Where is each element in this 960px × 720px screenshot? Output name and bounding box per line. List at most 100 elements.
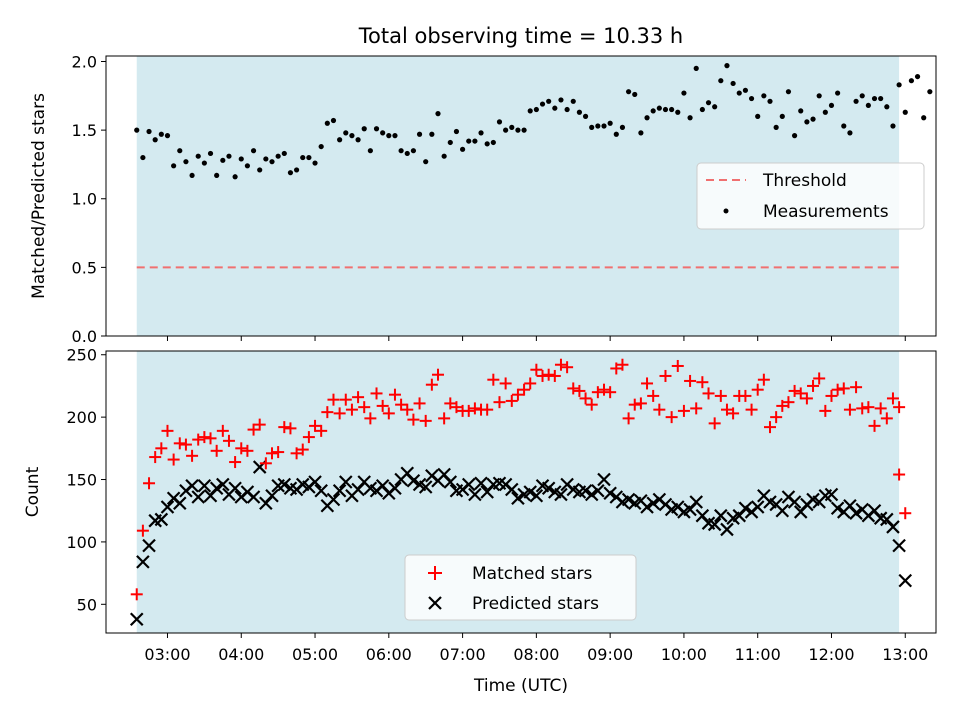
matched-star-point <box>432 368 444 381</box>
matched-star-point <box>880 412 893 425</box>
measurement-point <box>773 124 779 130</box>
matched-star-point <box>591 386 604 399</box>
measurement-point <box>367 148 373 154</box>
matched-star-point <box>714 389 727 402</box>
matched-star-point <box>757 373 770 386</box>
predicted-star-point <box>830 501 845 515</box>
matched-star-point <box>604 386 617 399</box>
measurement-point <box>164 133 171 139</box>
matched-star-point <box>198 431 211 444</box>
measurement-point <box>373 126 380 132</box>
matched-star-point <box>837 382 850 395</box>
predicted-star-point <box>308 475 322 489</box>
measurement-point <box>478 130 484 136</box>
bottom-legend-box <box>404 554 637 621</box>
measurement-point <box>835 90 841 96</box>
measurement-point <box>878 95 884 102</box>
measurement-point <box>527 108 533 114</box>
predicted-star-point <box>504 482 519 497</box>
measurement-point <box>410 148 417 154</box>
measurement-point <box>361 126 367 132</box>
measurement-point <box>318 143 324 150</box>
matched-star-point <box>868 419 881 432</box>
bottom-x-tick-label: 11:00 <box>735 645 781 664</box>
predicted-star-point <box>511 491 525 506</box>
matched-star-point <box>856 402 869 415</box>
top-panel: Total observing time = 10.33 h 0.0 0.5 1.0… <box>29 24 937 346</box>
matched-star-point <box>136 524 149 537</box>
matched-star-point <box>425 378 438 391</box>
matched-star-point <box>548 369 561 382</box>
predicted-star-point <box>461 477 476 492</box>
matched-star-point <box>770 411 783 424</box>
measurement-point <box>349 133 355 139</box>
matched-star-point <box>487 373 500 386</box>
matched-star-point <box>167 453 180 466</box>
matched-star-point <box>370 387 383 400</box>
measurement-point <box>847 130 853 136</box>
measurement-point <box>625 89 632 95</box>
matched-star-point <box>315 424 328 437</box>
measurement-point <box>330 117 337 124</box>
matched-star-point <box>708 417 721 430</box>
top-y-axis-label: Matched/Predicted stars <box>29 93 49 299</box>
measurement-point <box>853 98 859 104</box>
predicted-star-point <box>338 475 353 489</box>
matched-star-point <box>493 396 506 409</box>
bottom-x-tick-label: 06:00 <box>366 645 412 664</box>
matched-star-point <box>364 412 377 425</box>
bottom-x-tick-label: 07:00 <box>440 645 486 664</box>
matched-star-point <box>634 397 647 410</box>
predicted-star-point <box>640 500 654 514</box>
measurement-point <box>232 174 238 180</box>
measurement-point <box>841 123 847 129</box>
measurement-point <box>263 156 269 162</box>
matched-star-point <box>444 397 457 410</box>
measurement-point <box>656 105 662 111</box>
matched-star-point <box>235 442 248 455</box>
measurement-point <box>748 95 755 102</box>
measurement-point <box>902 109 908 115</box>
measurement-point <box>466 138 472 144</box>
top-y-tick-label: 0.5 <box>72 258 97 277</box>
predicted-legend-label: Predicted stars <box>472 594 599 614</box>
measurement-point <box>250 148 257 154</box>
matched-star-point <box>296 443 309 456</box>
matched-star-point <box>186 449 199 462</box>
matched-star-point <box>345 403 358 416</box>
measurement-point <box>509 124 515 130</box>
matched-star-point <box>284 422 297 435</box>
predicted-star-point <box>898 573 913 588</box>
measurement-point <box>201 160 207 166</box>
matched-star-point <box>413 397 426 410</box>
matched-star-point <box>794 387 807 400</box>
measurement-point <box>257 167 263 173</box>
predicted-star-point <box>707 517 722 532</box>
matched-star-point <box>727 407 740 420</box>
bottom-y-tick-label: 150 <box>66 471 97 490</box>
matched-star-point <box>831 383 844 396</box>
measurement-point <box>570 98 576 104</box>
measurement-point <box>386 133 392 139</box>
measurement-point <box>134 127 140 133</box>
measurement-point <box>558 97 564 103</box>
measurement-point <box>416 131 423 137</box>
measurement-point <box>312 160 318 166</box>
bottom-x-tick-label: 09:00 <box>587 645 633 664</box>
matched-star-point <box>530 363 543 376</box>
measurement-point <box>816 93 822 99</box>
matched-star-point <box>376 399 389 412</box>
measurement-point <box>798 108 804 114</box>
measurement-point <box>183 159 189 165</box>
matched-star-point <box>216 424 229 437</box>
matched-star-point <box>813 372 826 385</box>
predicted-star-point <box>418 480 433 494</box>
measurement-point <box>779 113 785 119</box>
measurement-point <box>914 73 921 80</box>
bottom-x-tick-label: 12:00 <box>808 645 854 664</box>
top-plot-frame <box>105 55 937 337</box>
top-y-tick-label: 1.5 <box>72 121 97 140</box>
matched-star-point <box>886 392 899 405</box>
measurement-point <box>810 116 816 122</box>
bottom-x-tick-label: 13:00 <box>882 645 928 664</box>
